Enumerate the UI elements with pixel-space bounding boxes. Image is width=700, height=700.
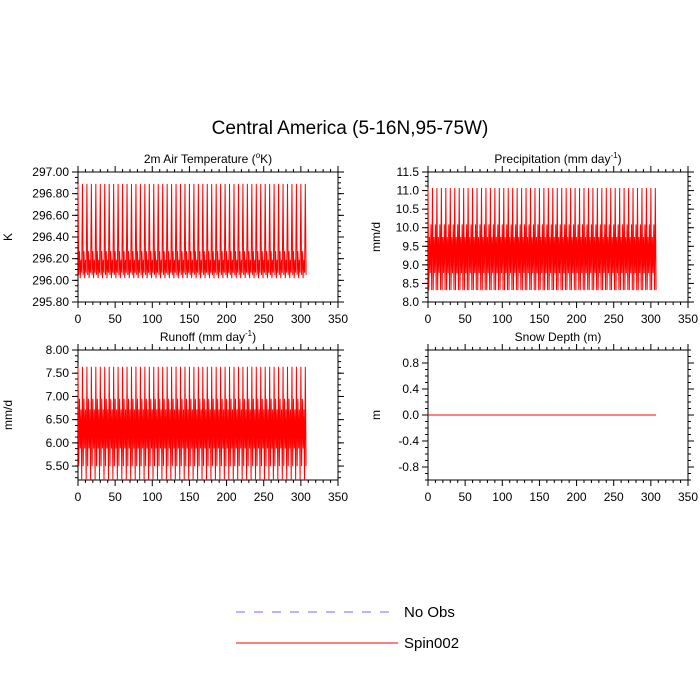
x-tick-label: 250 xyxy=(604,490,624,504)
x-tick-label: 0 xyxy=(425,490,432,504)
y-tick-label: 296.60 xyxy=(32,208,69,222)
x-tick-label: 250 xyxy=(254,312,274,326)
x-tick-label: 0 xyxy=(75,312,82,326)
x-tick-label: 200 xyxy=(567,312,587,326)
y-tick-label: 8.00 xyxy=(46,343,70,357)
y-axis-label: mm/d xyxy=(1,400,15,430)
x-tick-label: 150 xyxy=(179,490,199,504)
y-tick-label: 9.0 xyxy=(402,258,419,272)
x-tick-label: 200 xyxy=(567,490,587,504)
x-tick-label: 50 xyxy=(108,312,122,326)
x-tick-label: 100 xyxy=(492,490,512,504)
y-tick-label: -0.4 xyxy=(398,434,419,448)
y-tick-label: 0.4 xyxy=(402,382,419,396)
series-line-spin002 xyxy=(77,183,307,279)
x-tick-label: 150 xyxy=(179,312,199,326)
y-tick-label: 6.50 xyxy=(46,413,70,427)
y-tick-label: 8.5 xyxy=(402,276,419,290)
y-tick-label: 295.80 xyxy=(32,295,69,309)
y-tick-label: 11.0 xyxy=(397,184,420,198)
x-tick-label: 150 xyxy=(529,312,549,326)
chart-panel-2: Precipitation (mm day-1) mm/d 0 50 100 150 200… xyxy=(369,151,698,326)
y-tick-label: 5.50 xyxy=(46,459,70,473)
chart-panel-3: Runoff (mm day-1) mm/d 0 50 100 150 200 250 300 3… xyxy=(1,329,348,504)
x-tick-label: 300 xyxy=(291,490,311,504)
y-tick-label: 10.0 xyxy=(396,221,420,235)
x-tick-label: 50 xyxy=(458,312,472,326)
x-tick-label: 350 xyxy=(678,490,698,504)
x-tick-label: 50 xyxy=(458,490,472,504)
y-tick-label: 296.40 xyxy=(32,230,69,244)
x-tick-label: 350 xyxy=(328,490,348,504)
x-tick-label: 350 xyxy=(678,312,698,326)
y-tick-label: 296.80 xyxy=(32,187,69,201)
legend-label: Spin002 xyxy=(404,635,459,652)
x-tick-label: 0 xyxy=(75,490,82,504)
x-tick-label: 0 xyxy=(425,312,432,326)
y-tick-label: 0.0 xyxy=(402,408,419,422)
figure-title: Central America (5-16N,95-75W) xyxy=(211,118,489,139)
y-tick-label: 10.5 xyxy=(396,202,420,216)
legend-label: No Obs xyxy=(404,604,455,621)
x-tick-label: 50 xyxy=(108,490,122,504)
panel-title: Snow Depth (m) xyxy=(515,330,602,344)
y-tick-label: 6.00 xyxy=(46,436,70,450)
y-tick-label: 297.00 xyxy=(32,165,69,179)
series-line-spin002 xyxy=(427,187,657,291)
y-axis-label: mm/d xyxy=(369,222,383,252)
legend: No Obs Spin002 xyxy=(236,604,459,652)
x-tick-label: 250 xyxy=(254,490,274,504)
y-tick-label: 296.00 xyxy=(32,273,69,287)
y-tick-label: -0.8 xyxy=(398,460,419,474)
chart-panel-4: Snow Depth (m) m 0 50 100 150 200 250 300 350 -0.8… xyxy=(369,330,698,504)
x-tick-label: 250 xyxy=(604,312,624,326)
y-axis-label: m xyxy=(369,410,383,420)
y-tick-label: 7.00 xyxy=(46,389,70,403)
y-tick-label: 0.8 xyxy=(402,356,419,370)
y-tick-label: 7.50 xyxy=(46,366,70,380)
y-tick-label: 296.20 xyxy=(32,252,69,266)
panel-title: 2m Air Temperature (oK) xyxy=(144,151,272,166)
series-line-spin002 xyxy=(77,366,307,481)
x-tick-label: 350 xyxy=(328,312,348,326)
x-tick-label: 150 xyxy=(529,490,549,504)
x-tick-label: 200 xyxy=(217,312,237,326)
x-tick-label: 300 xyxy=(641,490,661,504)
x-tick-label: 100 xyxy=(492,312,512,326)
chart-panel-1: 2m Air Temperature (oK) K 0 50 100 150 200 250 3… xyxy=(1,151,348,326)
y-tick-label: 11.5 xyxy=(397,165,420,179)
y-tick-label: 8.0 xyxy=(402,295,419,309)
x-tick-label: 200 xyxy=(217,490,237,504)
x-tick-label: 100 xyxy=(142,312,162,326)
panel-title: Precipitation (mm day-1) xyxy=(494,151,621,166)
x-tick-label: 300 xyxy=(641,312,661,326)
y-tick-label: 9.5 xyxy=(402,239,419,253)
x-tick-label: 300 xyxy=(291,312,311,326)
x-tick-label: 100 xyxy=(142,490,162,504)
y-axis-label: K xyxy=(1,233,15,241)
panel-title: Runoff (mm day-1) xyxy=(160,329,256,344)
